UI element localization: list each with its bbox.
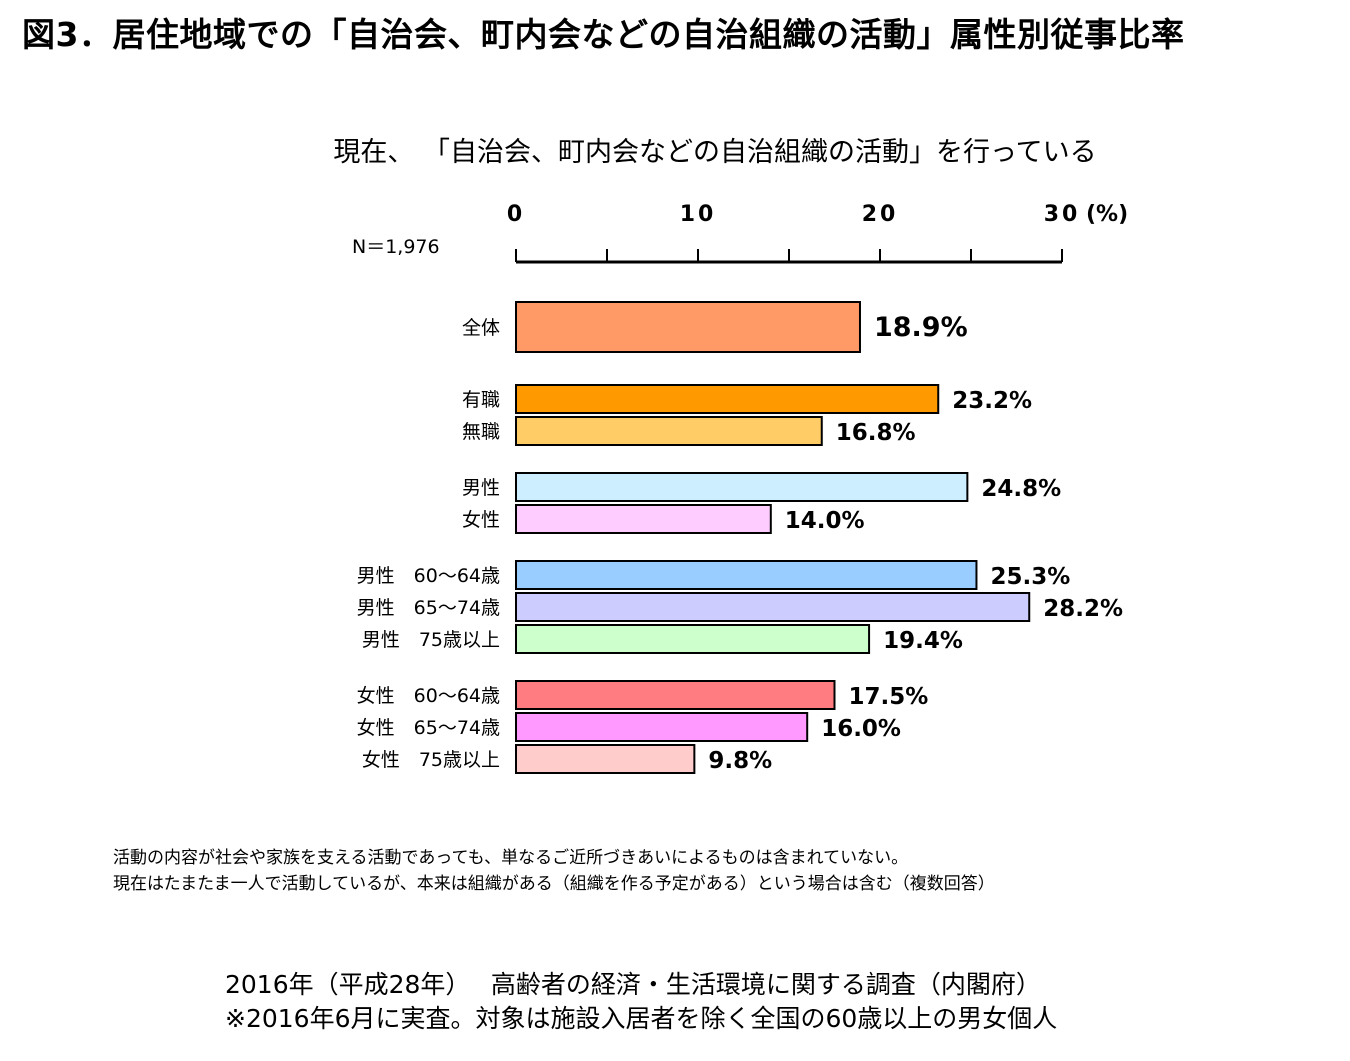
x-tick-label: 20 <box>862 202 899 227</box>
note-line-2: 現在はたまたま一人で活動しているが、本来は組織がある（組織を作る予定がある）とい… <box>113 874 995 894</box>
data-label: 23.2% <box>952 388 1032 414</box>
bar-8 <box>515 680 836 710</box>
category-label: 全体 <box>462 317 500 339</box>
note-line-1: 活動の内容が社会や家族を支える活動であっても、単なるご近所づきあいによるものは含… <box>113 848 909 868</box>
x-tick-label: 30 <box>1044 202 1081 227</box>
data-label: 25.3% <box>990 564 1070 590</box>
bar-4 <box>515 504 772 534</box>
category-label: 女性 65～74歳 <box>357 717 500 739</box>
category-label: 女性 <box>462 509 500 531</box>
chart-title: 図3．居住地域での「自治会、町内会などの自治組織の活動」属性別従事比率 <box>22 15 1185 54</box>
bar-5 <box>515 560 978 590</box>
sample-size-label: N＝1,976 <box>352 236 440 258</box>
data-label: 24.8% <box>981 476 1061 502</box>
data-label: 14.0% <box>785 508 865 534</box>
bar-2 <box>515 416 823 446</box>
x-tick-label: 10 <box>680 202 717 227</box>
data-label: 18.9% <box>874 312 968 343</box>
data-label: 17.5% <box>849 684 929 710</box>
source-footer: 2016年（平成28年） 高齢者の経済・生活環境に関する調査（内閣府） ※201… <box>225 968 1057 1036</box>
x-tick-label: 0 <box>507 202 525 227</box>
bar-7 <box>515 624 871 654</box>
category-label: 有職 <box>462 389 500 411</box>
chart-subtitle: 現在、 「自治会、町内会などの自治組織の活動」を行っている <box>333 137 1097 168</box>
category-label: 女性 60～64歳 <box>357 685 500 707</box>
chart-notes: 活動の内容が社会や家族を支える活動であっても、単なるご近所づきあいによるものは含… <box>113 845 995 897</box>
data-label: 28.2% <box>1043 596 1123 622</box>
bar-0 <box>515 301 861 353</box>
x-axis-unit: (%) <box>1086 202 1128 227</box>
category-label: 男性 <box>462 477 500 499</box>
category-label: 男性 65～74歳 <box>357 597 500 619</box>
category-label: 男性 60～64歳 <box>357 565 500 587</box>
bar-3 <box>515 472 969 502</box>
source-line-2: ※2016年6月に実査。対象は施設入居者を除く全国の60歳以上の男女個人 <box>225 1004 1058 1033</box>
bar-1 <box>515 384 940 414</box>
data-label: 19.4% <box>883 628 963 654</box>
bar-10 <box>515 744 696 774</box>
bar-6 <box>515 592 1031 622</box>
bar-9 <box>515 712 809 742</box>
source-line-1: 2016年（平成28年） 高齢者の経済・生活環境に関する調査（内閣府） <box>225 970 1041 999</box>
category-label: 無職 <box>462 421 500 443</box>
data-label: 16.8% <box>836 420 916 446</box>
data-label: 9.8% <box>708 748 772 774</box>
category-label: 女性 75歳以上 <box>362 749 500 771</box>
category-label: 男性 75歳以上 <box>362 629 500 651</box>
data-label: 16.0% <box>821 716 901 742</box>
